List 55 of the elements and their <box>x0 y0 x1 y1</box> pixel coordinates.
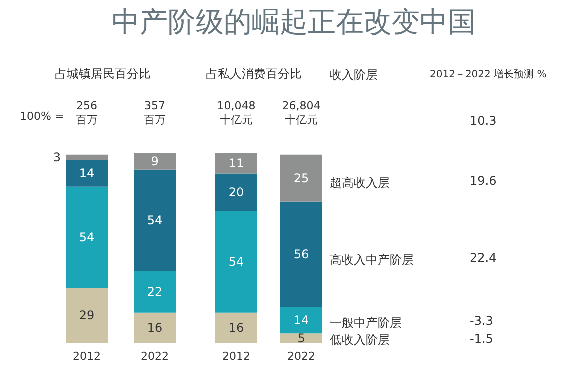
text: 256 百万 <box>76 100 98 126</box>
bar <box>66 154 108 161</box>
text: 26,804 十亿元 <box>282 100 321 126</box>
data-label: 5 <box>298 331 306 346</box>
text: -1.5 <box>470 332 494 346</box>
chart-title: 占城镇居民百分比 <box>55 67 151 81</box>
annotation: 超高收入层 <box>330 176 390 190</box>
data-label: 54 <box>79 230 95 245</box>
data-label: 54 <box>147 214 163 228</box>
data-label: 3 <box>53 150 61 165</box>
data-label: 22 <box>147 285 163 300</box>
bar <box>134 312 176 343</box>
bar <box>66 160 108 187</box>
text: 收入阶层 <box>330 68 378 82</box>
annotation: 一般中产阶层 <box>330 316 402 330</box>
text: 10,048 十亿元 <box>217 100 256 126</box>
data-label: 14 <box>294 313 310 328</box>
data-label: 29 <box>79 308 95 323</box>
data-label: 14 <box>79 166 95 181</box>
bar <box>216 174 258 212</box>
x-tick-label: 2012 <box>222 350 250 363</box>
data-label: 20 <box>228 186 244 200</box>
data-label: 9 <box>151 154 159 168</box>
annotation: 高收入中产阶层 <box>330 253 414 267</box>
data-label: 16 <box>228 320 244 335</box>
bar <box>134 272 176 313</box>
data-label: 16 <box>147 320 163 335</box>
text: 10.3 <box>470 114 497 128</box>
text: -3.3 <box>470 314 494 328</box>
bar <box>134 153 176 170</box>
bar <box>216 312 258 343</box>
bar <box>280 202 322 308</box>
bar <box>280 307 322 334</box>
bar <box>216 153 258 174</box>
x-tick-label: 2022 <box>141 350 169 363</box>
text: 22.4 <box>470 251 497 265</box>
x-tick-label: 2012 <box>73 350 101 363</box>
text: 19.6 <box>470 174 497 188</box>
text: 100% = <box>20 110 64 123</box>
chart-title: 占私人消费百分比 <box>206 67 302 81</box>
bar <box>280 334 322 343</box>
data-label: 54 <box>228 255 244 270</box>
annotation: 低收入阶层 <box>330 333 390 347</box>
bar <box>66 288 108 343</box>
bar <box>134 170 176 272</box>
bar <box>280 154 322 202</box>
text: 357 百万 <box>144 100 166 126</box>
data-label: 25 <box>294 171 310 186</box>
text: 2012－2022 增长预测 % <box>430 68 547 80</box>
bar <box>216 211 258 313</box>
data-label: 11 <box>228 156 244 170</box>
data-label: 56 <box>294 248 310 262</box>
x-tick-label: 2022 <box>288 350 316 363</box>
bar <box>66 186 108 288</box>
text: 中产阶级的崛起正在改变中国 <box>112 6 476 38</box>
